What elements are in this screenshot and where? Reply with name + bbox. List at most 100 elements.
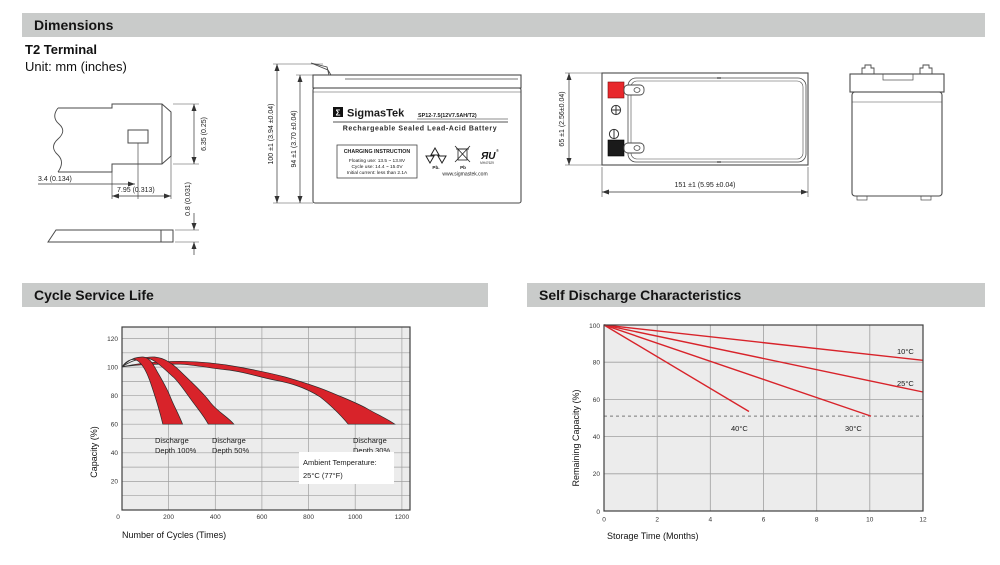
svg-text:8: 8 — [815, 517, 819, 524]
line-25c — [603, 324, 924, 393]
ambient-line1: Ambient Temperature: — [303, 458, 377, 467]
model-number: SP12-7.5(12V7.5AH/T2) — [418, 113, 477, 119]
label-depth50-line2: Depth 50% — [212, 446, 249, 455]
ul-registered-symbol: ® — [496, 148, 499, 153]
svg-text:400: 400 — [210, 514, 221, 521]
line-10c — [603, 324, 924, 361]
svg-text:600: 600 — [256, 514, 267, 521]
dim-6-35-label: 6.35 (0.25) — [201, 117, 208, 151]
ul-recognized-icon: ЯU ® MH47629 — [480, 148, 499, 165]
ul-file-number: MH47629 — [480, 161, 494, 165]
cycle-life-title: Cycle Service Life — [34, 287, 154, 303]
dim-151-label: 151 ±1 (5.95 ±0.04) — [674, 182, 735, 189]
cycle-chart-xlabel: Number of Cycles (Times) — [122, 530, 226, 540]
crossed-bin-pb-icon: Pb — [454, 145, 471, 170]
line-40c — [603, 324, 750, 413]
label-25c: 25°C — [897, 379, 914, 388]
unit-note: Unit: mm (inches) — [25, 59, 127, 74]
cycle-service-life-chart: Discharge Depth 100% Discharge Depth 50%… — [89, 326, 411, 540]
svg-text:20: 20 — [593, 471, 601, 478]
svg-text:200: 200 — [163, 514, 174, 521]
charging-line2: Cycle use: 14.4 ~ 15.0V — [351, 164, 403, 170]
label-depth30-line2: Depth 30% — [353, 446, 390, 455]
band-depth-30 — [121, 360, 396, 425]
label-depth30-line1: Discharge — [353, 436, 387, 445]
svg-text:80: 80 — [593, 360, 601, 367]
label-40c: 40°C — [731, 424, 748, 433]
band-depth-50 — [121, 356, 235, 425]
charging-instruction-box: CHARGING INSTRUCTION Floating use: 13.5 … — [336, 144, 418, 179]
self-chart-ylabel: Remaining Capacity (%) — [571, 389, 581, 486]
temperature-labels: 10°C 25°C 30°C 40°C — [731, 347, 914, 433]
self-chart-yticks: 0 20 40 60 80 100 — [589, 323, 600, 516]
svg-text:40: 40 — [111, 450, 119, 457]
website-text: www.sigmastek.com — [442, 172, 487, 178]
self-chart-xticks: 0 2 4 6 8 10 12 — [602, 517, 927, 524]
battery-front-view: Σ SigmasTek SP12-7.5(12V7.5AH/T2) Rechar… — [268, 62, 522, 204]
svg-text:0: 0 — [596, 509, 600, 516]
svg-text:0: 0 — [602, 517, 606, 524]
cycle-life-section-bar: Cycle Service Life — [22, 283, 488, 307]
label-depth100-line2: Depth 100% — [155, 446, 197, 455]
svg-text:60: 60 — [111, 422, 119, 429]
dim-3-4-label: 3.4 (0.134) — [38, 176, 72, 183]
cycle-chart-ylabel: Capacity (%) — [89, 426, 99, 478]
positive-terminal — [607, 81, 645, 99]
svg-text:20: 20 — [111, 479, 119, 486]
side-terminal-right — [919, 64, 933, 74]
ambient-line2: 25°C (77°F) — [303, 471, 343, 480]
plus-terminal-icon — [610, 104, 622, 116]
svg-text:100: 100 — [107, 364, 118, 371]
ambient-temperature-annotation: Ambient Temperature: 25°C (77°F) — [299, 452, 394, 484]
top-view-case — [601, 72, 809, 166]
cycle-chart-yticks: 20 40 60 80 100 120 — [107, 336, 118, 486]
terminal-tab-outline — [53, 103, 172, 173]
brand-name: SigmasTek — [347, 108, 405, 120]
svg-text:0: 0 — [116, 514, 120, 521]
terminal-detail-drawing: 3.4 (0.134) 7.95 (0.313) 6.35 (0.25) 0.8… — [38, 103, 208, 255]
svg-text:60: 60 — [593, 397, 601, 404]
side-view-case — [849, 64, 945, 201]
sigma-logo-box — [333, 107, 343, 117]
line-30c — [603, 324, 872, 417]
cycle-chart-xticks: 0 200 400 600 800 1000 1200 — [116, 514, 409, 521]
self-chart-xlabel: Storage Time (Months) — [607, 531, 699, 541]
svg-text:1200: 1200 — [395, 514, 410, 521]
bin-pb-text: Pb — [460, 165, 466, 170]
discharge-bands — [121, 356, 396, 425]
dimensions-section-bar: Dimensions — [22, 13, 985, 37]
svg-text:6: 6 — [762, 517, 766, 524]
top-view-dimensions: 65 ±1 (2.56±0.04) 151 ±1 (5.95 ±0.04) — [559, 72, 809, 197]
recycle-pb-icon: Pb. — [425, 146, 447, 170]
self-chart-grid — [604, 325, 923, 511]
charging-title: CHARGING INSTRUCTION — [344, 149, 411, 155]
svg-text:10: 10 — [866, 517, 874, 524]
svg-text:12: 12 — [919, 517, 927, 524]
dim-0-8-label: 0.8 (0.031) — [185, 182, 192, 216]
recycle-pb-text: Pb. — [432, 165, 439, 170]
band-depth-100 — [121, 356, 184, 425]
dimensions-title: Dimensions — [34, 17, 114, 33]
svg-text:800: 800 — [303, 514, 314, 521]
charging-line1: Floating use: 13.5 ~ 13.8V — [349, 158, 406, 164]
ul-mark-text: ЯU — [480, 151, 496, 162]
battery-case — [310, 62, 522, 204]
dim-94-label: 94 ±1 (3.70 ±0.04) — [291, 110, 298, 167]
battery-top-view: 65 ±1 (2.56±0.04) 151 ±1 (5.95 ±0.04) — [559, 72, 809, 197]
svg-text:40: 40 — [593, 434, 601, 441]
minus-terminal-icon — [608, 128, 620, 140]
terminal-side-strip — [47, 229, 174, 243]
dim-100-label: 100 ±1 (3.94 ±0.04) — [268, 103, 275, 164]
svg-text:80: 80 — [111, 393, 119, 400]
dim-65-label: 65 ±1 (2.56±0.04) — [559, 91, 566, 146]
terminal-tab — [310, 62, 332, 76]
label-10c: 10°C — [897, 347, 914, 356]
battery-side-view — [849, 64, 945, 201]
self-discharge-title: Self Discharge Characteristics — [539, 287, 742, 303]
side-terminal-left — [861, 64, 875, 74]
battery-type-line: Rechargeable Sealed Lead-Acid Battery — [343, 126, 497, 133]
temperature-lines — [603, 324, 924, 417]
label-depth50-line1: Discharge — [212, 436, 246, 445]
label-30c: 30°C — [845, 424, 862, 433]
